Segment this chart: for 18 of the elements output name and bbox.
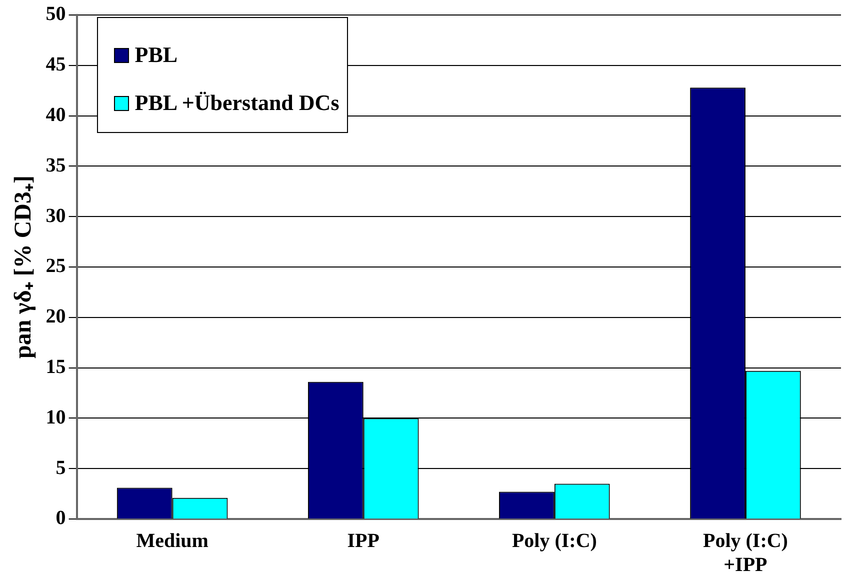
x-tick-label: Poly (I:C) xyxy=(512,530,597,552)
x-tick-label: Poly (I:C) +IPP xyxy=(702,530,788,576)
legend-label: PBL +Überstand DCs xyxy=(134,90,340,116)
y-tick-label: 30 xyxy=(46,204,66,227)
y-tick-label: 0 xyxy=(56,507,66,530)
y-tick-label: 10 xyxy=(46,406,66,428)
legend-label: PBL xyxy=(134,42,178,68)
x-tick-label: IPP xyxy=(347,530,380,552)
y-axis-title: pan γδ₊ [% CD3₊] xyxy=(10,175,37,359)
y-tick-label: 15 xyxy=(46,356,66,378)
x-tick-label: Medium xyxy=(136,530,209,552)
y-tick-label: 45 xyxy=(46,54,66,76)
y-tick-label: 40 xyxy=(46,104,66,126)
y-tick-label: 35 xyxy=(46,154,66,176)
y-tick-label: 50 xyxy=(46,3,66,26)
y-tick-label: 20 xyxy=(46,306,66,328)
y-tick-label: 25 xyxy=(46,255,66,278)
y-tick-label: 5 xyxy=(56,456,66,479)
